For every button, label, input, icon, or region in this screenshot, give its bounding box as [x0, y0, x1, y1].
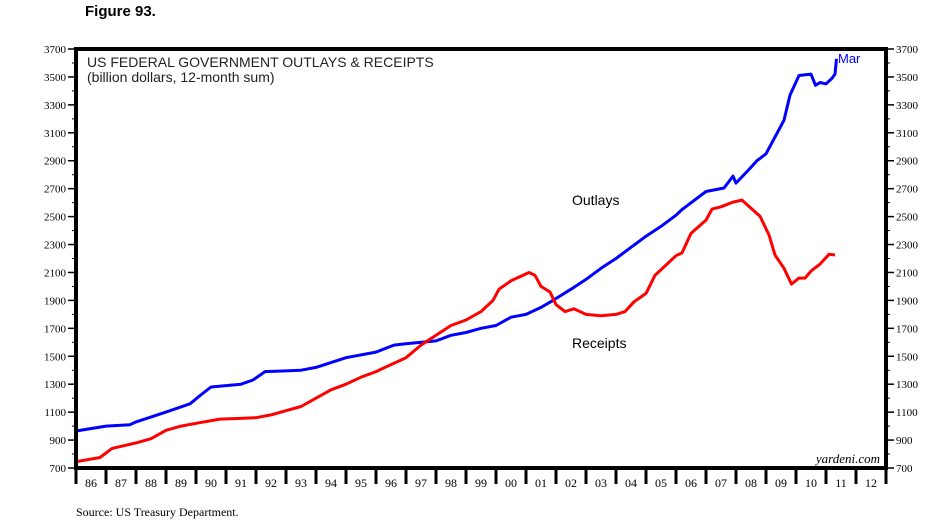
y-tick-label: 700: [50, 463, 67, 475]
y-tick-label: 3700: [896, 44, 919, 56]
x-tick-label: 05: [655, 476, 667, 490]
y-tick-label: 2700: [44, 184, 67, 196]
x-tick-label: 91: [235, 476, 247, 490]
y-tick-label: 3100: [44, 128, 67, 140]
y-tick-label: 1900: [44, 295, 67, 307]
y-tick-label: 3300: [44, 100, 67, 112]
y-tick-label: 2100: [896, 267, 919, 279]
figure-label: Figure 93.: [85, 3, 156, 20]
source-note: Source: US Treasury Department.: [76, 505, 239, 519]
x-axis: 86 87 88 89 90 91 92 93 94 95 96 97 98 99 00 01 02 03 04 05…: [74, 468, 888, 490]
x-tick-label: 11: [835, 476, 847, 490]
x-tick-label: 01: [535, 476, 547, 490]
x-tick-label: 06: [685, 476, 697, 490]
watermark: yardeni.com: [814, 451, 880, 466]
y-tick-label: 1900: [896, 295, 919, 307]
y-tick-label: 2900: [896, 156, 919, 168]
x-tick-label: 90: [205, 476, 217, 490]
x-tick-label: 97: [415, 476, 427, 490]
y-tick-label: 3300: [896, 100, 919, 112]
y-tick-label: 900: [50, 435, 67, 447]
x-tick-label: 07: [715, 476, 727, 490]
chart-subtitle: (billion dollars, 12-month sum): [87, 69, 275, 85]
y-axis-right: 700 900 1100 1300 1500 1700 1900 2100 2300 2500 27…: [886, 44, 919, 475]
series-line-receipts: [75, 198, 836, 464]
x-tick-label: 95: [355, 476, 367, 490]
y-tick-label: 2700: [896, 184, 919, 196]
x-tick-label: 94: [325, 476, 337, 490]
y-tick-label: 1100: [896, 407, 918, 419]
plot-frame: [74, 47, 888, 470]
x-tick-label: 86: [85, 476, 97, 490]
x-tick-label: 02: [565, 476, 577, 490]
x-tick-label: 09: [775, 476, 787, 490]
x-tick-label: 99: [475, 476, 487, 490]
y-tick-label: 700: [896, 463, 913, 475]
y-tick-label: 1500: [896, 351, 919, 363]
y-tick-label: 3700: [44, 44, 67, 56]
y-tick-label: 3500: [896, 72, 919, 84]
x-tick-label: 00: [505, 476, 517, 490]
y-tick-label: 1700: [896, 323, 919, 335]
x-tick-label: 04: [625, 476, 637, 490]
y-tick-label: 2500: [44, 212, 67, 224]
y-tick-label: 2300: [44, 240, 67, 252]
chart-title: US FEDERAL GOVERNMENT OUTLAYS & RECEIPTS: [87, 54, 434, 70]
y-tick-label: 1100: [44, 407, 66, 419]
y-tick-label: 2500: [896, 212, 919, 224]
x-tick-label: 93: [295, 476, 307, 490]
x-tick-label: 96: [385, 476, 397, 490]
y-tick-label: 3100: [896, 128, 919, 140]
y-tick-label: 900: [896, 435, 913, 447]
y-tick-label: 1300: [44, 379, 67, 391]
series-lines: [75, 58, 838, 464]
x-tick-label: 87: [115, 476, 127, 490]
series-label-outlays: Outlays: [572, 192, 619, 208]
x-tick-label: 88: [145, 476, 157, 490]
series-label-receipts: Receipts: [572, 335, 626, 351]
series-line-outlays: [75, 58, 838, 433]
x-tick-label: 89: [175, 476, 187, 490]
y-tick-label: 2100: [44, 267, 67, 279]
y-tick-label: 3500: [44, 72, 67, 84]
y-tick-label: 1300: [896, 379, 919, 391]
end-annotation: Mar: [838, 51, 861, 66]
x-tick-label: 08: [745, 476, 757, 490]
y-axis-left: 700 900 1100 1300 1500 1700 1900 2100 2300 2500 27…: [44, 44, 76, 475]
y-tick-label: 1700: [44, 323, 67, 335]
y-tick-label: 2900: [44, 156, 67, 168]
x-tick-label: 03: [595, 476, 607, 490]
y-tick-label: 1500: [44, 351, 67, 363]
x-tick-label: 10: [805, 476, 817, 490]
x-tick-label: 12: [865, 476, 877, 490]
x-tick-label: 92: [265, 476, 277, 490]
y-tick-label: 2300: [896, 240, 919, 252]
x-tick-label: 98: [445, 476, 457, 490]
